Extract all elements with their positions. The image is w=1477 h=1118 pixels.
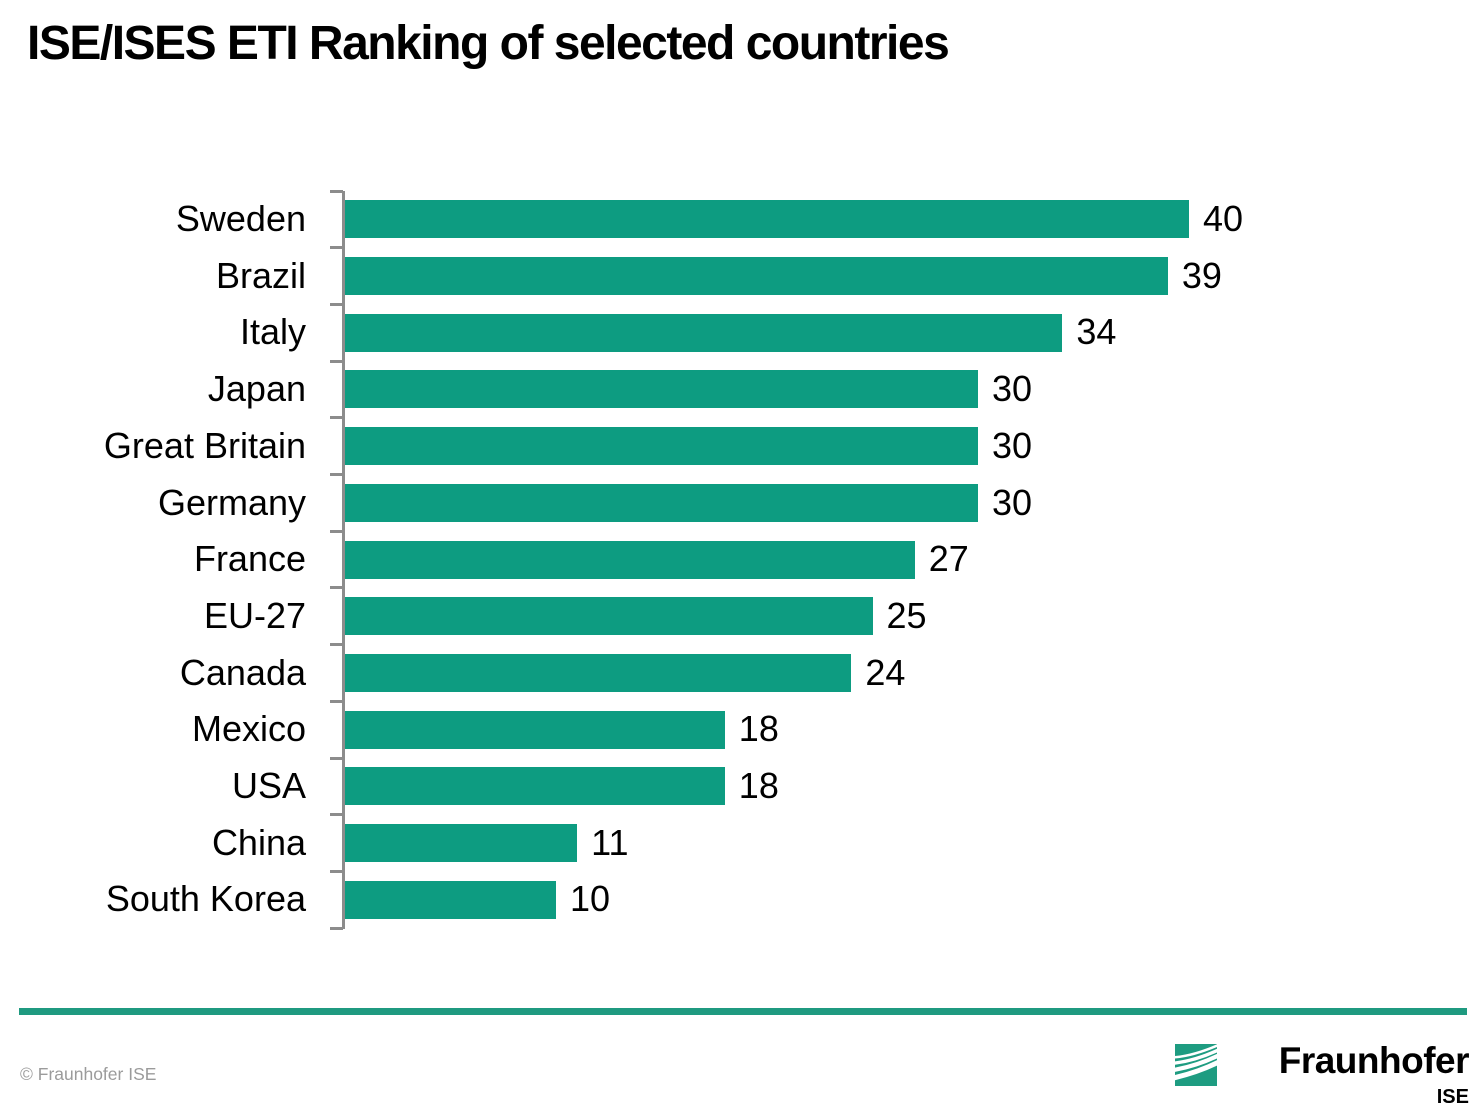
- bar: [345, 653, 852, 692]
- bar: [345, 540, 915, 579]
- bar: [345, 483, 978, 522]
- page-title: ISE/ISES ETI Ranking of selected countri…: [27, 17, 950, 70]
- category-label: Sweden: [175, 198, 306, 239]
- category-label: Brazil: [215, 254, 306, 296]
- y-axis-line: [342, 191, 345, 929]
- category-label: Italy: [239, 311, 306, 353]
- value-label: 18: [738, 765, 779, 806]
- axis-tick: [330, 926, 343, 930]
- value-label: 27: [928, 538, 969, 580]
- category-label: France: [193, 538, 306, 580]
- axis-tick: [330, 813, 343, 817]
- category-label: South Korea: [105, 878, 306, 920]
- bar: [345, 257, 1168, 295]
- value-label: 25: [886, 594, 927, 636]
- axis-tick: [330, 586, 343, 590]
- bar: [345, 427, 978, 466]
- axis-tick: [330, 869, 343, 873]
- axis-tick: [330, 416, 343, 420]
- bar: [345, 767, 725, 806]
- axis-tick: [330, 699, 343, 703]
- value-label: 24: [865, 651, 906, 693]
- bar: [345, 313, 1063, 352]
- axis-tick: [330, 473, 343, 476]
- value-label: 30: [992, 424, 1033, 466]
- axis-tick: [330, 359, 343, 363]
- axis-tick: [330, 643, 343, 647]
- category-label: EU-27: [203, 594, 306, 636]
- value-label: 10: [570, 878, 611, 920]
- value-label: 39: [1181, 254, 1222, 296]
- copyright-text: © Fraunhofer ISE: [20, 1064, 157, 1084]
- value-label: 30: [992, 368, 1033, 410]
- category-label: Mexico: [191, 708, 306, 750]
- category-label: Canada: [179, 651, 306, 693]
- axis-tick: [330, 756, 343, 760]
- category-label: USA: [231, 765, 306, 806]
- category-label: Germany: [157, 481, 306, 523]
- bar: [345, 824, 578, 862]
- fraunhofer-logo-wordmark: Fraunhofer: [1278, 1040, 1470, 1081]
- category-label: Great Britain: [103, 424, 306, 466]
- category-label: Japan: [207, 368, 306, 410]
- fraunhofer-logo-institute: ISE: [1436, 1086, 1469, 1108]
- axis-tick: [330, 189, 343, 193]
- value-label: 30: [992, 481, 1033, 523]
- value-label: 11: [591, 821, 629, 863]
- bar: [345, 880, 556, 919]
- axis-tick: [330, 529, 343, 533]
- value-label: 34: [1076, 311, 1117, 353]
- axis-tick: [330, 302, 343, 306]
- axis-tick: [330, 246, 343, 250]
- bar: [345, 200, 1189, 239]
- bar: [345, 597, 873, 636]
- bar-chart: Sweden 40 Brazil 39 Italy 34 Japan 30 Great Brit…: [0, 189, 1477, 931]
- value-label: 18: [738, 708, 779, 750]
- value-label: 40: [1203, 198, 1244, 239]
- category-label: China: [211, 821, 306, 863]
- footer-divider-line: [19, 1008, 1467, 1015]
- fraunhofer-logo-icon: [1175, 1044, 1217, 1086]
- bar: [345, 710, 725, 749]
- bar: [345, 370, 978, 409]
